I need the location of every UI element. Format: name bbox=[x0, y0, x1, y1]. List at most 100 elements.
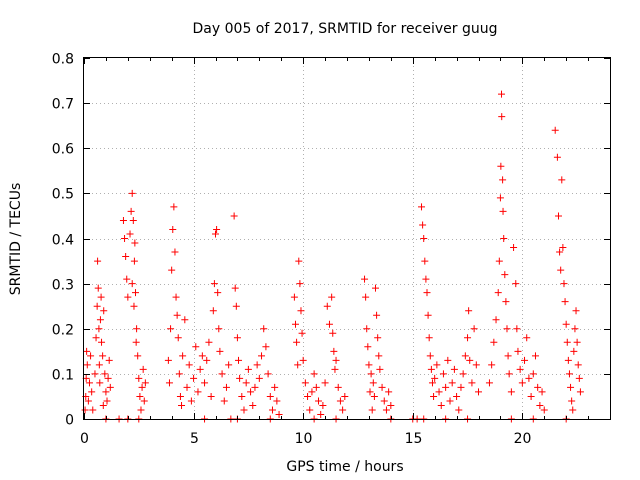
data-point bbox=[95, 325, 103, 333]
data-point bbox=[323, 302, 331, 310]
data-point bbox=[260, 325, 268, 333]
data-point bbox=[529, 370, 537, 378]
data-point bbox=[299, 356, 307, 364]
data-point bbox=[464, 334, 472, 342]
data-point bbox=[247, 388, 255, 396]
data-point bbox=[165, 379, 173, 387]
data-point bbox=[301, 379, 309, 387]
x-tick-label: 15 bbox=[405, 431, 423, 447]
data-point bbox=[385, 388, 393, 396]
data-point bbox=[361, 275, 369, 283]
data-points bbox=[81, 90, 584, 423]
data-point bbox=[205, 338, 213, 346]
data-point bbox=[214, 289, 222, 297]
data-point bbox=[439, 370, 447, 378]
data-point bbox=[141, 379, 149, 387]
data-point bbox=[172, 293, 180, 301]
data-point bbox=[375, 352, 383, 360]
data-point bbox=[291, 320, 299, 328]
data-point bbox=[167, 325, 175, 333]
data-point bbox=[129, 216, 137, 224]
data-point bbox=[562, 320, 570, 328]
data-point bbox=[242, 379, 250, 387]
data-point bbox=[387, 401, 395, 409]
data-point bbox=[513, 325, 521, 333]
data-point bbox=[194, 388, 202, 396]
data-point bbox=[275, 410, 283, 418]
data-point bbox=[325, 320, 333, 328]
data-point bbox=[136, 392, 144, 400]
y-tick-label: 0.1 bbox=[52, 368, 74, 384]
x-axis-title: GPS time / hours bbox=[286, 459, 403, 475]
data-point bbox=[97, 293, 105, 301]
data-point bbox=[329, 329, 337, 337]
data-point bbox=[362, 293, 370, 301]
data-point bbox=[373, 311, 381, 319]
data-point bbox=[330, 347, 338, 355]
data-point bbox=[212, 230, 219, 238]
data-point bbox=[485, 379, 493, 387]
data-point bbox=[207, 392, 215, 400]
data-point bbox=[437, 401, 445, 409]
data-point bbox=[444, 356, 452, 364]
data-point bbox=[573, 338, 581, 346]
data-point bbox=[185, 361, 193, 369]
data-point bbox=[192, 343, 200, 351]
data-point bbox=[571, 325, 579, 333]
data-point bbox=[430, 392, 438, 400]
data-point bbox=[376, 365, 384, 373]
y-tick-label: 0.7 bbox=[52, 97, 74, 113]
data-point bbox=[370, 392, 378, 400]
y-tick-label: 0 bbox=[65, 413, 74, 429]
data-point bbox=[290, 293, 298, 301]
y-tick-label: 0.4 bbox=[52, 233, 74, 249]
data-point bbox=[422, 275, 430, 283]
data-point bbox=[295, 257, 303, 265]
data-point bbox=[215, 325, 223, 333]
data-point bbox=[475, 388, 482, 396]
data-point bbox=[123, 275, 131, 283]
data-point bbox=[235, 356, 243, 364]
data-point bbox=[423, 289, 431, 297]
data-point bbox=[168, 266, 176, 274]
data-point bbox=[378, 383, 386, 391]
data-point bbox=[93, 302, 101, 310]
data-point bbox=[472, 361, 480, 369]
data-point bbox=[516, 365, 524, 373]
data-point bbox=[366, 388, 374, 396]
data-point bbox=[170, 203, 178, 211]
data-point bbox=[83, 347, 91, 355]
axes: 0 0.1 0.2 0.3 0.4 0.5 0.6 0.7 0.8 0 5 10 15 20 bbox=[52, 52, 611, 447]
data-point bbox=[201, 379, 209, 387]
data-point bbox=[99, 352, 107, 360]
data-point bbox=[122, 253, 130, 261]
data-point bbox=[183, 383, 191, 391]
data-point bbox=[266, 392, 274, 400]
data-point bbox=[218, 370, 226, 378]
x-tick-label: 10 bbox=[295, 431, 313, 447]
data-point bbox=[468, 379, 476, 387]
data-point bbox=[523, 334, 531, 342]
data-point bbox=[521, 356, 529, 364]
data-point bbox=[497, 162, 505, 170]
data-point bbox=[187, 397, 195, 405]
data-point bbox=[431, 374, 439, 382]
data-point bbox=[424, 311, 432, 319]
data-point bbox=[94, 257, 102, 265]
data-point bbox=[502, 298, 510, 306]
data-point bbox=[210, 280, 218, 288]
data-point bbox=[105, 356, 113, 364]
data-point bbox=[190, 374, 198, 382]
data-point bbox=[126, 230, 134, 238]
data-point bbox=[514, 347, 522, 355]
y-tick-label: 0.6 bbox=[52, 142, 74, 158]
data-point bbox=[450, 365, 458, 373]
data-point bbox=[171, 248, 179, 256]
data-point bbox=[496, 194, 504, 202]
data-point bbox=[368, 406, 376, 414]
data-point bbox=[175, 370, 183, 378]
data-point bbox=[104, 374, 112, 382]
data-point bbox=[213, 225, 221, 233]
data-point bbox=[328, 293, 336, 301]
data-point bbox=[419, 221, 427, 229]
